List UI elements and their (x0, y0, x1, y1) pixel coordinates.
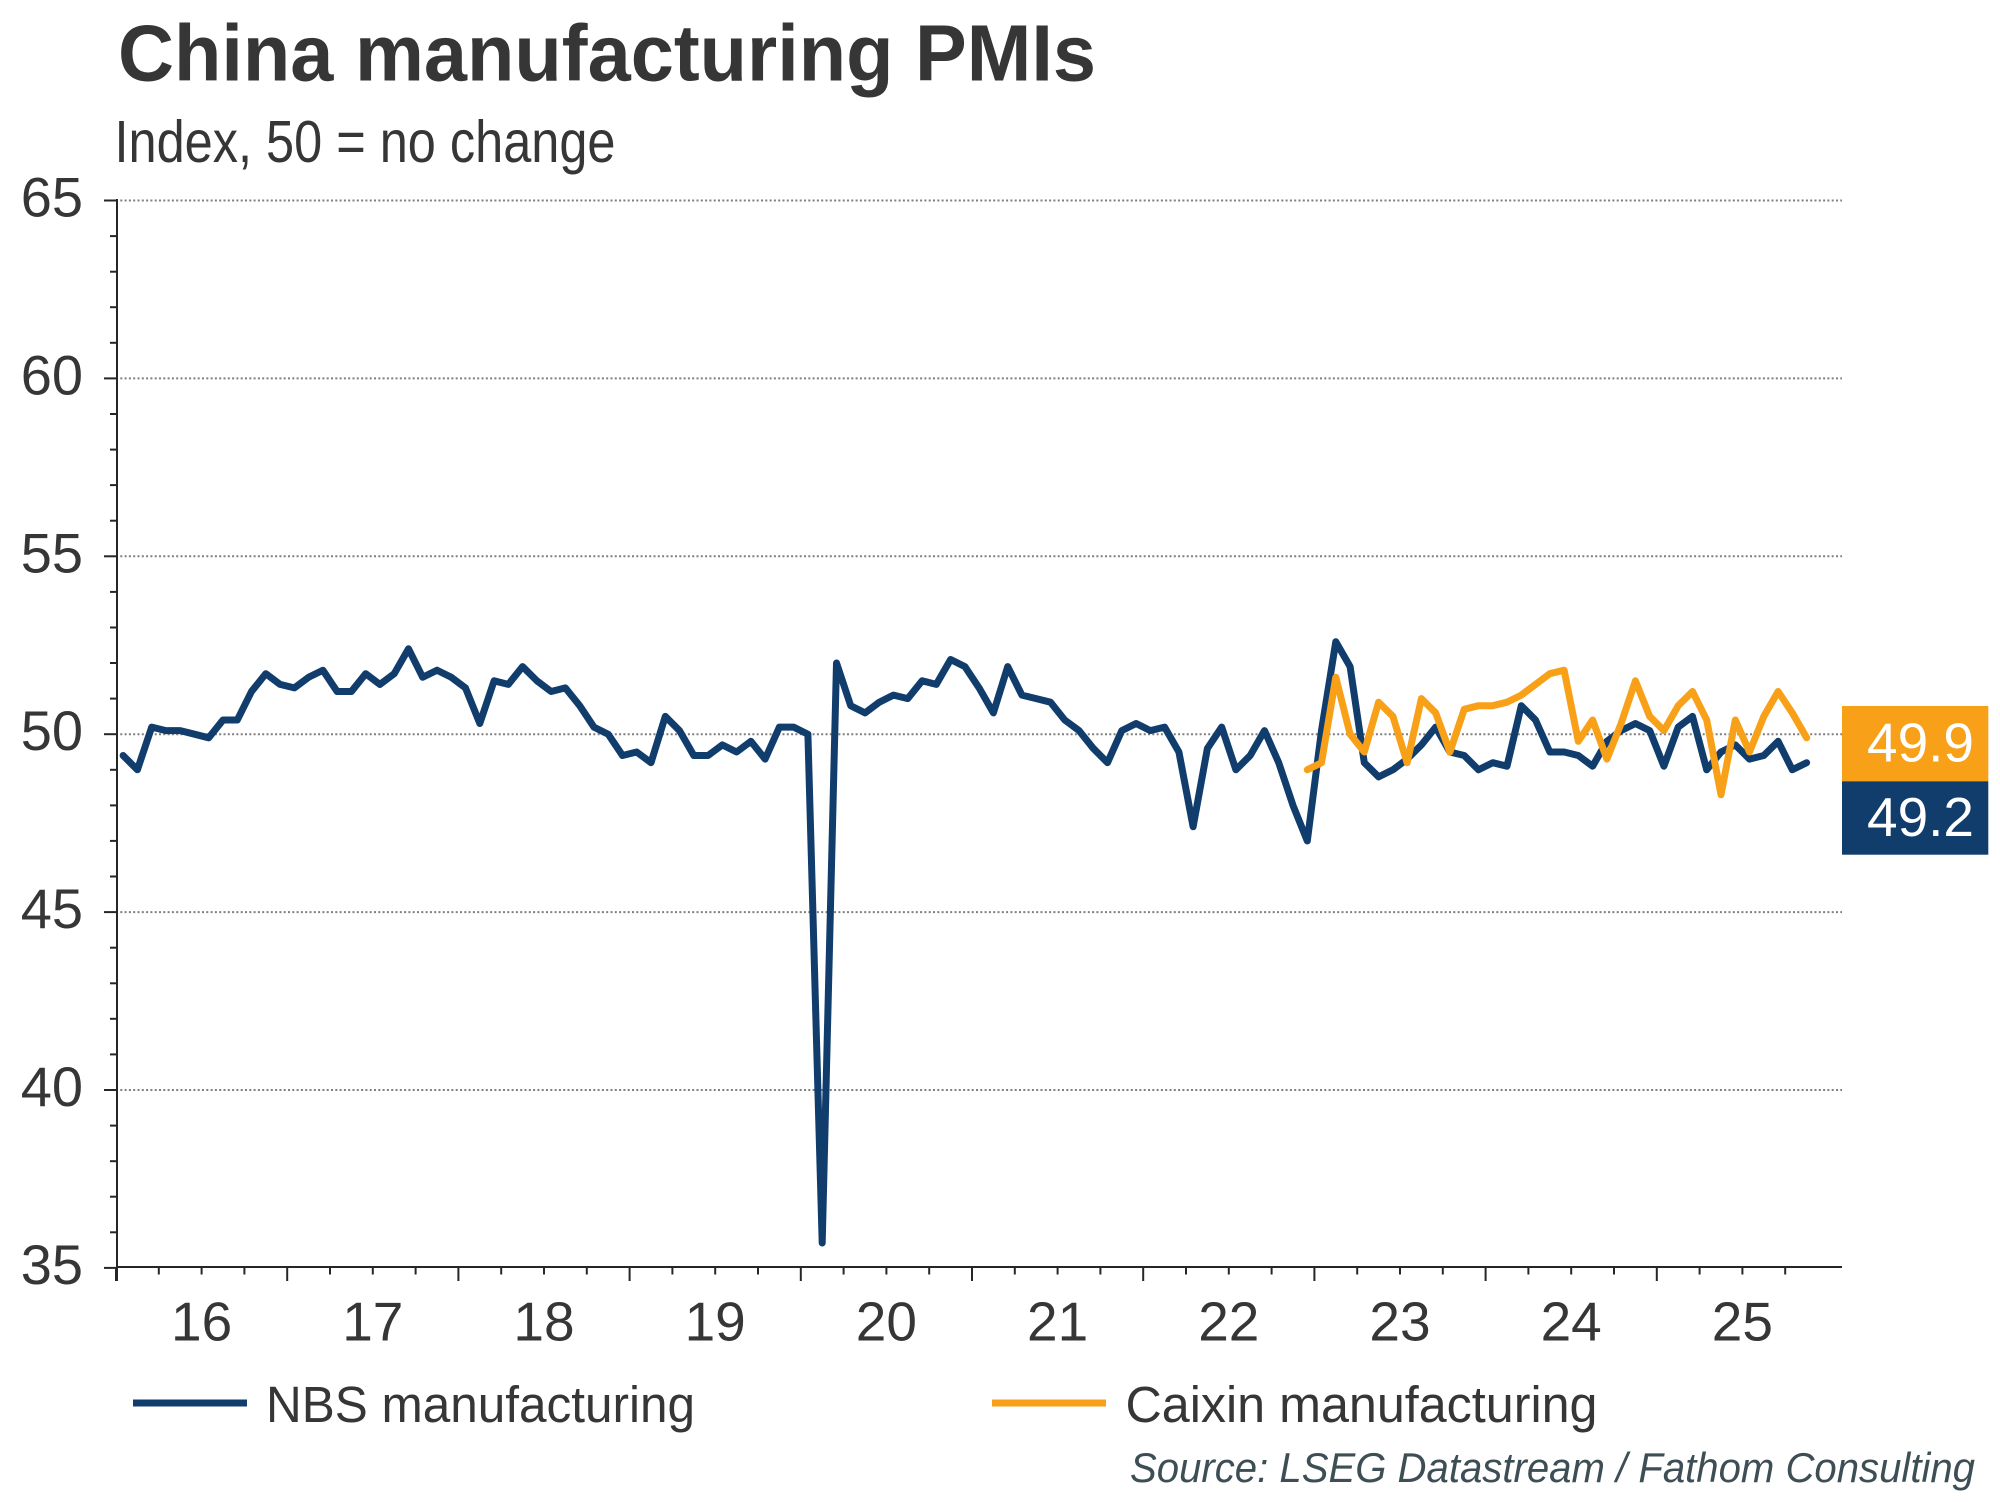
svg-text:49.9: 49.9 (1867, 712, 1974, 774)
svg-text:NBS manufacturing: NBS manufacturing (266, 1376, 695, 1433)
svg-text:17: 17 (342, 1291, 403, 1353)
svg-text:21: 21 (1027, 1291, 1088, 1353)
svg-text:65: 65 (21, 166, 83, 229)
svg-text:55: 55 (21, 521, 83, 584)
svg-text:16: 16 (171, 1291, 232, 1353)
svg-text:China manufacturing PMIs: China manufacturing PMIs (118, 9, 1096, 98)
svg-text:Index, 50 = no change: Index, 50 = no change (115, 109, 616, 175)
svg-text:49.2: 49.2 (1867, 786, 1974, 848)
svg-text:25: 25 (1712, 1291, 1773, 1353)
svg-text:35: 35 (21, 1233, 83, 1296)
svg-text:18: 18 (513, 1291, 574, 1353)
svg-text:50: 50 (21, 699, 83, 762)
svg-text:19: 19 (685, 1291, 746, 1353)
svg-text:24: 24 (1541, 1291, 1602, 1353)
svg-text:40: 40 (21, 1055, 83, 1118)
svg-text:Source: LSEG Datastream / Fath: Source: LSEG Datastream / Fathom Consult… (1130, 1444, 1975, 1491)
svg-text:60: 60 (21, 343, 83, 406)
svg-text:Caixin manufacturing: Caixin manufacturing (1126, 1376, 1598, 1433)
svg-text:45: 45 (21, 877, 83, 940)
svg-text:23: 23 (1369, 1291, 1430, 1353)
svg-text:22: 22 (1198, 1291, 1259, 1353)
svg-text:20: 20 (856, 1291, 917, 1353)
